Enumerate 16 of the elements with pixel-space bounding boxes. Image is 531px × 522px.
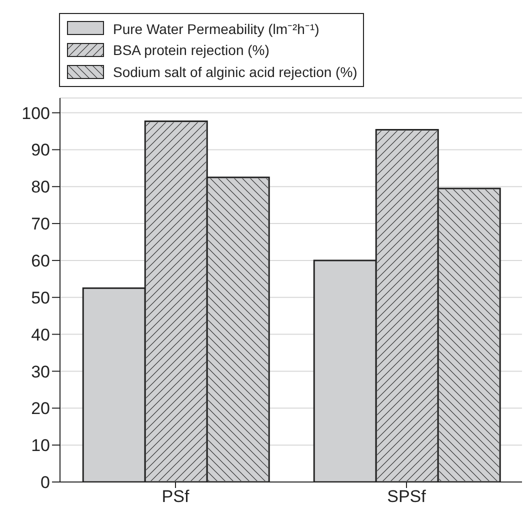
y-tick-label: 90 [31,140,50,160]
y-tick-label: 80 [31,178,50,197]
y-tick-label: 40 [31,325,50,344]
y-tick-label: 30 [31,362,50,382]
x-tick-label: SPSf [387,487,426,506]
y-tick-label: 0 [40,473,50,492]
y-tick-label: 50 [31,288,50,308]
y-tick-label: 10 [31,436,50,456]
y-tick-label: 70 [31,214,50,234]
legend-label: Sodium salt of alginic acid rejection (%) [113,64,358,80]
y-tick-label: 100 [22,104,50,123]
y-tick-label: 20 [31,399,50,418]
legend-label: BSA protein rejection (%) [113,42,270,58]
y-tick-label: 60 [31,251,50,270]
legend-label: Pure Water Permeability (lm⁻²h⁻¹) [113,20,320,38]
x-tick-label: PSf [162,487,190,506]
